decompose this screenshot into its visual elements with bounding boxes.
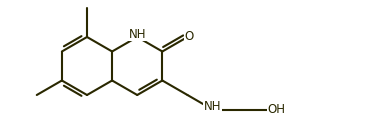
- Text: NH: NH: [128, 28, 146, 40]
- Text: OH: OH: [268, 103, 286, 116]
- Text: O: O: [185, 31, 194, 43]
- Text: NH: NH: [204, 100, 221, 113]
